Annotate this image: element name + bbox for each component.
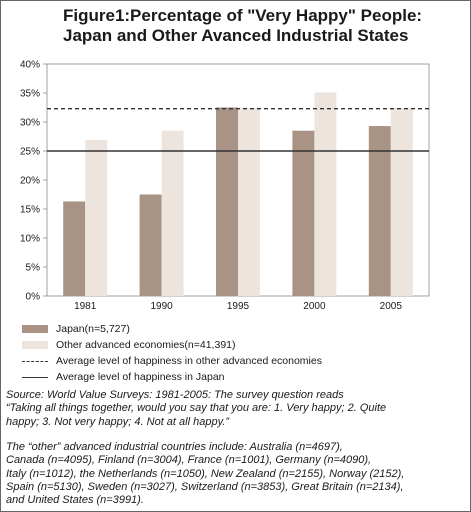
chart-title-line-2: Japan and Other Avanced Industrial State…: [63, 26, 409, 45]
legend-label-japan-average: Average level of happiness in Japan: [56, 371, 225, 383]
source-line-1: Source: World Value Surveys: 1981-2005: …: [6, 389, 344, 401]
legend-swatch-japan-average: [22, 376, 48, 378]
y-tick-label-30: 30%: [20, 118, 40, 129]
y-tick-label-25: 25%: [20, 147, 40, 158]
legend-item-other-economies: Other advanced economies(n=41,391): [22, 338, 236, 352]
y-tick-label-0: 0%: [26, 292, 41, 303]
y-tick-label-10: 10%: [20, 234, 40, 245]
y-tick-label-15: 15%: [20, 205, 40, 216]
bar-other-2005: [390, 108, 413, 296]
bar-chart: 0% 5% 10% 15% 20% 25% 30% 35% 40% 1981 1990 1995 200…: [20, 60, 430, 312]
chart-title: Figure1:Percentage of "Very Happy" Peopl…: [63, 6, 463, 46]
bar-japan-2000: [292, 130, 315, 296]
x-tick-label-2000: 2000: [303, 301, 326, 312]
note-line-3: Italy (n=1012), the Netherlands (n=1050)…: [6, 467, 405, 480]
note-line-2: Canada (n=4095), Finland (n=3004), Franc…: [6, 454, 372, 467]
legend-swatch-other-economies: [22, 341, 48, 349]
bar-other-1995: [238, 108, 260, 296]
legend-label-other-average: Average level of happiness in other adva…: [56, 355, 322, 367]
countries-note: The “other” advanced industrial countrie…: [6, 441, 466, 507]
note-line-4: Spain (n=5130), Sweden (n=3027), Switzer…: [6, 480, 404, 493]
legend-label-japan: Japan(n=5,727): [56, 323, 130, 335]
bar-other-2000: [314, 92, 337, 296]
legend-label-other-economies: Other advanced economies(n=41,391): [56, 339, 236, 351]
x-tick-label-2005: 2005: [380, 301, 403, 312]
x-tick-label-1981: 1981: [74, 301, 97, 312]
x-tick-label-1995: 1995: [227, 301, 250, 312]
bar-japan-2005: [368, 126, 391, 296]
bar-other-1990: [161, 130, 184, 296]
legend-item-other-average: Average level of happiness in other adva…: [22, 354, 322, 368]
source-note: Source: World Value Surveys: 1981-2005: …: [6, 389, 466, 429]
source-line-3: happy; 3. Not very happy; 4. Not at all …: [6, 415, 229, 428]
bar-japan-1981: [63, 201, 86, 296]
note-line-1: The “other” advanced industrial countrie…: [6, 441, 343, 453]
source-line-2: “Taking all things together, would you s…: [6, 402, 387, 415]
y-tick-label-20: 20%: [20, 176, 40, 187]
legend-item-japan-average: Average level of happiness in Japan: [22, 370, 225, 384]
x-tick-label-1990: 1990: [150, 301, 173, 312]
note-line-5: and United States (n=3991).: [6, 494, 144, 507]
y-tick-label-35: 35%: [20, 89, 40, 100]
chart-title-line-1: Figure1:Percentage of "Very Happy" Peopl…: [63, 6, 423, 25]
legend-item-japan: Japan(n=5,727): [22, 322, 130, 336]
legend-swatch-other-average: [22, 360, 48, 362]
y-tick-label-40: 40%: [20, 60, 40, 71]
bar-japan-1995: [216, 107, 238, 296]
y-tick-label-5: 5%: [26, 263, 41, 274]
bar-japan-1990: [139, 194, 162, 296]
legend-swatch-japan: [22, 325, 48, 333]
bar-other-1981: [85, 139, 108, 296]
